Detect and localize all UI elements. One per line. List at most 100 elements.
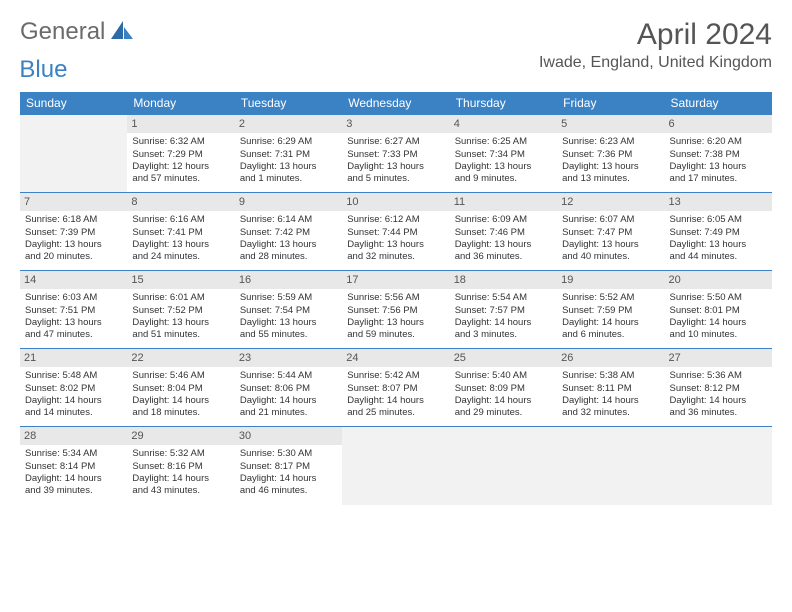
daylight-line: and 17 minutes. xyxy=(670,173,767,185)
calendar-day-cell: 20Sunrise: 5:50 AMSunset: 8:01 PMDayligh… xyxy=(665,271,772,349)
sunrise-line: Sunrise: 5:56 AM xyxy=(347,292,444,304)
calendar-day-cell: 12Sunrise: 6:07 AMSunset: 7:47 PMDayligh… xyxy=(557,193,664,271)
logo-sail-icon xyxy=(109,19,135,46)
daylight-line: and 39 minutes. xyxy=(25,485,122,497)
daylight-line: Daylight: 13 hours xyxy=(240,161,337,173)
daylight-line: Daylight: 13 hours xyxy=(562,161,659,173)
calendar-table: Sunday Monday Tuesday Wednesday Thursday… xyxy=(20,92,772,505)
calendar-day-cell: 16Sunrise: 5:59 AMSunset: 7:54 PMDayligh… xyxy=(235,271,342,349)
calendar-day-cell xyxy=(557,427,664,505)
daylight-line: and 5 minutes. xyxy=(347,173,444,185)
calendar-day-cell: 15Sunrise: 6:01 AMSunset: 7:52 PMDayligh… xyxy=(127,271,234,349)
sunrise-line: Sunrise: 5:40 AM xyxy=(455,370,552,382)
sunrise-line: Sunrise: 6:18 AM xyxy=(25,214,122,226)
sunset-line: Sunset: 8:11 PM xyxy=(562,383,659,395)
calendar-week-row: 1Sunrise: 6:32 AMSunset: 7:29 PMDaylight… xyxy=(20,115,772,193)
calendar-day-cell: 11Sunrise: 6:09 AMSunset: 7:46 PMDayligh… xyxy=(450,193,557,271)
calendar-day-cell: 2Sunrise: 6:29 AMSunset: 7:31 PMDaylight… xyxy=(235,115,342,193)
sunrise-line: Sunrise: 6:16 AM xyxy=(132,214,229,226)
calendar-day-cell: 28Sunrise: 5:34 AMSunset: 8:14 PMDayligh… xyxy=(20,427,127,505)
day-number: 11 xyxy=(450,193,557,211)
sunrise-line: Sunrise: 5:54 AM xyxy=(455,292,552,304)
weekday-header-row: Sunday Monday Tuesday Wednesday Thursday… xyxy=(20,92,772,115)
day-number: 10 xyxy=(342,193,449,211)
day-number: 23 xyxy=(235,349,342,367)
day-number: 26 xyxy=(557,349,664,367)
daylight-line: and 18 minutes. xyxy=(132,407,229,419)
daylight-line: and 29 minutes. xyxy=(455,407,552,419)
sunrise-line: Sunrise: 5:52 AM xyxy=(562,292,659,304)
daylight-line: Daylight: 14 hours xyxy=(562,317,659,329)
daylight-line: Daylight: 13 hours xyxy=(25,239,122,251)
sunset-line: Sunset: 7:59 PM xyxy=(562,305,659,317)
day-number: 17 xyxy=(342,271,449,289)
sunrise-line: Sunrise: 6:01 AM xyxy=(132,292,229,304)
daylight-line: and 32 minutes. xyxy=(347,251,444,263)
calendar-day-cell: 24Sunrise: 5:42 AMSunset: 8:07 PMDayligh… xyxy=(342,349,449,427)
daylight-line: Daylight: 13 hours xyxy=(670,161,767,173)
calendar-day-cell: 19 Sunrise: 5:52 AMSunset: 7:59 PMDayligh… xyxy=(557,271,664,349)
day-number: 9 xyxy=(235,193,342,211)
daylight-line: Daylight: 14 hours xyxy=(670,395,767,407)
daylight-line: and 51 minutes. xyxy=(132,329,229,341)
calendar-week-row: 28Sunrise: 5:34 AMSunset: 8:14 PMDayligh… xyxy=(20,427,772,505)
calendar-week-row: 14Sunrise: 6:03 AMSunset: 7:51 PMDayligh… xyxy=(20,271,772,349)
day-number: 18 xyxy=(450,271,557,289)
daylight-line: and 3 minutes. xyxy=(455,329,552,341)
sunrise-line: Sunrise: 6:09 AM xyxy=(455,214,552,226)
daylight-line: Daylight: 13 hours xyxy=(132,317,229,329)
sunset-line: Sunset: 7:33 PM xyxy=(347,149,444,161)
sunrise-line: Sunrise: 5:30 AM xyxy=(240,448,337,460)
day-number: 7 xyxy=(20,193,127,211)
sunrise-line: Sunrise: 5:38 AM xyxy=(562,370,659,382)
day-number: 5 xyxy=(557,115,664,133)
daylight-line: Daylight: 14 hours xyxy=(562,395,659,407)
sunset-line: Sunset: 7:42 PM xyxy=(240,227,337,239)
location: Iwade, England, United Kingdom xyxy=(539,54,772,72)
daylight-line: and 1 minutes. xyxy=(240,173,337,185)
daylight-line: Daylight: 14 hours xyxy=(25,395,122,407)
day-number: 25 xyxy=(450,349,557,367)
daylight-line: Daylight: 14 hours xyxy=(455,317,552,329)
sunrise-line: Sunrise: 6:29 AM xyxy=(240,136,337,148)
sunset-line: Sunset: 7:47 PM xyxy=(562,227,659,239)
day-number: 19 xyxy=(557,271,664,289)
weekday-header: Sunday xyxy=(20,92,127,115)
sunset-line: Sunset: 7:36 PM xyxy=(562,149,659,161)
sunrise-line: Sunrise: 6:23 AM xyxy=(562,136,659,148)
sunrise-line: Sunrise: 5:46 AM xyxy=(132,370,229,382)
calendar-day-cell: 7Sunrise: 6:18 AMSunset: 7:39 PMDaylight… xyxy=(20,193,127,271)
sunset-line: Sunset: 7:49 PM xyxy=(670,227,767,239)
day-number: 1 xyxy=(127,115,234,133)
calendar-day-cell: 6Sunrise: 6:20 AMSunset: 7:38 PMDaylight… xyxy=(665,115,772,193)
weekday-header: Friday xyxy=(557,92,664,115)
calendar-day-cell: 26 Sunrise: 5:38 AMSunset: 8:11 PMDayligh… xyxy=(557,349,664,427)
daylight-line: and 57 minutes. xyxy=(132,173,229,185)
sunrise-line: Sunrise: 6:27 AM xyxy=(347,136,444,148)
daylight-line: Daylight: 14 hours xyxy=(670,317,767,329)
daylight-line: Daylight: 13 hours xyxy=(240,317,337,329)
daylight-line: and 55 minutes. xyxy=(240,329,337,341)
sunset-line: Sunset: 7:51 PM xyxy=(25,305,122,317)
daylight-line: and 6 minutes. xyxy=(562,329,659,341)
calendar-day-cell: 9Sunrise: 6:14 AMSunset: 7:42 PMDaylight… xyxy=(235,193,342,271)
sunset-line: Sunset: 8:09 PM xyxy=(455,383,552,395)
daylight-line: and 9 minutes. xyxy=(455,173,552,185)
daylight-line: Daylight: 13 hours xyxy=(25,317,122,329)
sunset-line: Sunset: 7:44 PM xyxy=(347,227,444,239)
day-number: 4 xyxy=(450,115,557,133)
sunrise-line: Sunrise: 6:25 AM xyxy=(455,136,552,148)
sunrise-line: Sunrise: 5:44 AM xyxy=(240,370,337,382)
sunrise-line: Sunrise: 6:32 AM xyxy=(132,136,229,148)
sunrise-line: Sunrise: 5:59 AM xyxy=(240,292,337,304)
day-number: 28 xyxy=(20,427,127,445)
sunset-line: Sunset: 7:41 PM xyxy=(132,227,229,239)
weekday-header: Wednesday xyxy=(342,92,449,115)
daylight-line: and 28 minutes. xyxy=(240,251,337,263)
daylight-line: Daylight: 13 hours xyxy=(347,239,444,251)
daylight-line: and 47 minutes. xyxy=(25,329,122,341)
sunrise-line: Sunrise: 6:05 AM xyxy=(670,214,767,226)
sunrise-line: Sunrise: 6:20 AM xyxy=(670,136,767,148)
sunset-line: Sunset: 8:16 PM xyxy=(132,461,229,473)
sunrise-line: Sunrise: 5:50 AM xyxy=(670,292,767,304)
